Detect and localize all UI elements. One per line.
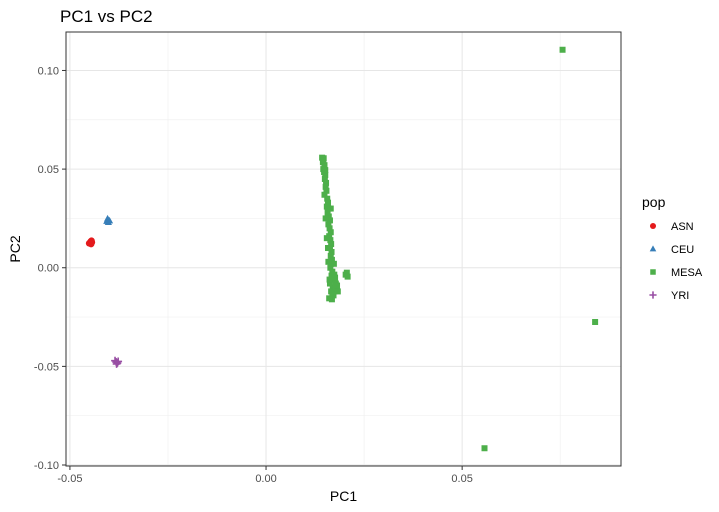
legend-title: pop — [642, 194, 666, 210]
data-point-mesa — [320, 157, 327, 164]
legend-key-asn — [649, 222, 657, 230]
data-point-mesa — [322, 167, 329, 174]
data-point-mesa — [592, 318, 599, 325]
data-point-mesa — [322, 215, 329, 222]
grid-lines — [66, 32, 621, 466]
chart-title: PC1 vs PC2 — [60, 7, 153, 26]
data-point-mesa — [328, 248, 335, 255]
y-axis: -0.10 -0.05 0.00 0.05 0.10 — [34, 65, 66, 472]
data-point-mesa — [326, 276, 333, 283]
y-tick-label: -0.05 — [34, 361, 59, 373]
data-point-mesa — [559, 46, 566, 53]
x-tick-label: 0.05 — [451, 473, 472, 485]
x-axis-title: PC1 — [330, 488, 357, 504]
data-point-yri — [114, 357, 123, 366]
data-point-mesa — [321, 162, 328, 169]
plot-background — [66, 32, 621, 466]
data-point-mesa — [330, 260, 337, 267]
legend-label: MESA — [671, 267, 703, 279]
x-tick-label: -0.05 — [57, 473, 82, 485]
data-point-mesa — [344, 273, 351, 280]
data-point-mesa — [325, 213, 332, 220]
data-point-mesa — [322, 172, 329, 179]
data-points — [85, 46, 599, 452]
y-tick-label: -0.10 — [34, 460, 59, 472]
data-point-mesa — [327, 264, 334, 271]
legend: pop ASN CEU MESA YRI — [642, 194, 703, 302]
legend-key-mesa — [650, 269, 656, 275]
legend-item-ceu: CEU — [649, 244, 694, 256]
legend-label: YRI — [671, 290, 689, 302]
data-point-mesa — [324, 209, 331, 216]
legend-label: CEU — [671, 244, 694, 256]
data-point-mesa — [321, 175, 328, 182]
series-ceu — [103, 214, 114, 226]
series-asn — [85, 237, 96, 248]
data-point-mesa — [324, 195, 331, 202]
legend-item-yri: YRI — [649, 290, 689, 302]
data-point-mesa — [327, 252, 334, 259]
plot-panel — [65, 31, 622, 467]
legend-key-yri — [649, 291, 657, 299]
data-point-mesa — [334, 288, 341, 295]
y-tick-label: 0.10 — [38, 65, 59, 77]
y-axis-title: PC2 — [7, 235, 23, 262]
legend-items: ASN CEU MESA YRI — [649, 221, 703, 302]
data-point-mesa — [328, 241, 335, 248]
data-point-mesa — [481, 445, 488, 452]
data-point-mesa — [325, 245, 332, 252]
data-point-mesa — [327, 205, 334, 212]
plot-border — [65, 31, 622, 467]
data-point-mesa — [323, 235, 330, 242]
data-point-mesa — [325, 258, 332, 265]
data-point-mesa — [325, 199, 332, 206]
series-yri — [111, 356, 123, 368]
y-tick-label: 0.05 — [38, 164, 59, 176]
data-point-mesa — [322, 183, 329, 190]
data-point-mesa — [326, 295, 333, 302]
data-point-asn — [88, 237, 95, 245]
data-point-mesa — [326, 280, 333, 287]
data-point-mesa — [325, 221, 332, 228]
data-point-mesa — [328, 256, 335, 263]
data-point-mesa — [329, 290, 336, 297]
data-point-ceu — [103, 214, 112, 222]
x-axis: -0.05 0.00 0.05 — [57, 466, 473, 485]
data-point-mesa — [321, 191, 328, 198]
series-mesa — [319, 46, 599, 452]
x-tick-label: 0.00 — [255, 473, 276, 485]
data-point-mesa — [332, 274, 339, 281]
legend-key-ceu — [649, 245, 657, 252]
data-point-mesa — [323, 187, 330, 194]
data-point-mesa — [326, 217, 333, 224]
legend-item-mesa: MESA — [650, 267, 703, 279]
data-point-mesa — [327, 237, 334, 244]
data-point-mesa — [334, 282, 341, 289]
y-tick-label: 0.00 — [38, 263, 59, 275]
data-point-ceu — [104, 218, 112, 226]
data-point-mesa — [323, 179, 330, 186]
legend-item-asn: ASN — [649, 221, 694, 233]
data-point-mesa — [326, 225, 333, 232]
data-point-mesa — [327, 229, 334, 236]
legend-label: ASN — [671, 221, 694, 233]
